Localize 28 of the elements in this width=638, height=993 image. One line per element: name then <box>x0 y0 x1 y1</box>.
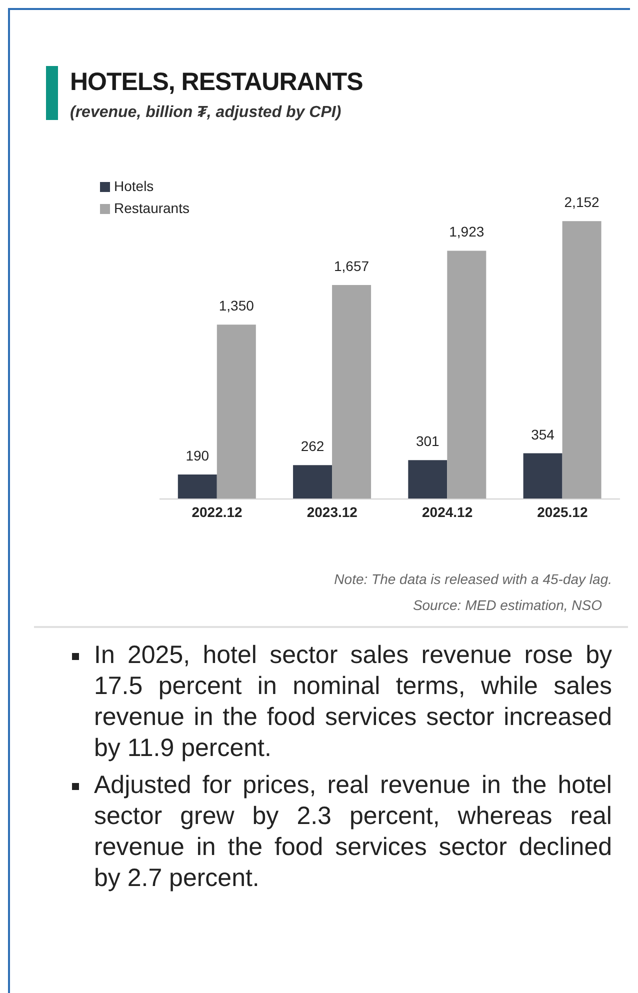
bar <box>216 324 256 499</box>
x-tick-label: 2022.12 <box>192 504 243 520</box>
source-note: Source: MED estimation, NSO <box>412 596 602 615</box>
x-tick-label: 2023.12 <box>306 504 358 520</box>
x-tick-label: 2025.12 <box>537 504 588 520</box>
bar <box>332 285 372 499</box>
bar <box>178 474 217 499</box>
bar <box>408 460 448 499</box>
legend-label: Hotels <box>114 178 154 194</box>
data-label: 354 <box>531 426 555 442</box>
x-tick-label: 2024.12 <box>422 504 473 520</box>
legend-label: Restaurants <box>114 200 190 216</box>
bar <box>562 221 602 499</box>
data-label: 1,657 <box>334 258 370 274</box>
data-label: 1,923 <box>449 224 484 240</box>
bar <box>447 250 486 499</box>
text: Note: The data is released with a 45-day lag. <box>334 570 612 589</box>
chart-title: HOTELS, RESTAURANTS <box>70 68 363 97</box>
data-label: 2,152 <box>564 194 600 210</box>
bar <box>523 453 562 499</box>
data-label: 301 <box>416 433 440 450</box>
chart-subtitle: (revenue, billion ₮, adjusted by CPI) <box>70 104 342 122</box>
data-label: 190 <box>186 447 210 464</box>
text: Adjusted for prices, real revenue in the hotel sector grew by 2.3 percent, whereas real revenue in the food services sector declined by 2.7 percent. <box>93 770 612 894</box>
data-label: 1,350 <box>218 298 254 314</box>
bar <box>293 465 332 499</box>
text: In 2025, hotel sector sales revenue rose by 17.5 percent in nominal terms, while sales revenue in the food services sector increased by 11.9 percent. <box>93 640 612 764</box>
data-label: 262 <box>300 438 324 454</box>
